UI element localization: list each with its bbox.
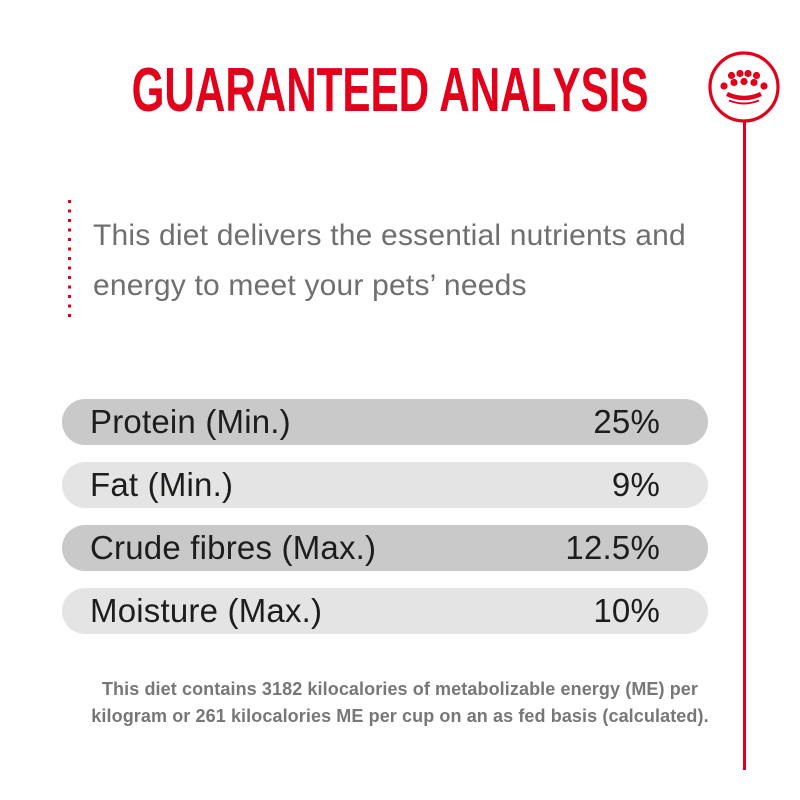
nutrient-label: Moisture (Max.) xyxy=(90,592,323,629)
nutrient-label: Fat (Min.) xyxy=(90,466,234,503)
table-row: Moisture (Max.) 10% xyxy=(62,588,708,634)
table-row: Fat (Min.) 9% xyxy=(62,462,708,508)
dotted-rule xyxy=(68,200,71,319)
analysis-table: Protein (Min.) 25% Fat (Min.) 9% Crude f… xyxy=(62,399,708,651)
logo-stem-line xyxy=(743,122,746,770)
nutrient-value: 9% xyxy=(611,466,660,503)
nutrient-value: 10% xyxy=(593,592,660,629)
intro-text: This diet delivers the essential nutrien… xyxy=(93,219,686,302)
page-title: GUARANTEED ANALYSIS xyxy=(131,56,649,125)
page-title-wrap: GUARANTEED ANALYSIS xyxy=(60,60,720,122)
calorie-footnote: This diet contains 3182 kilocalories of … xyxy=(91,679,709,726)
table-row: Crude fibres (Max.) 12.5% xyxy=(62,525,708,571)
nutrient-label: Crude fibres (Max.) xyxy=(90,529,377,566)
royal-canin-crown-icon xyxy=(708,51,780,123)
nutrient-label: Protein (Min.) xyxy=(90,403,291,440)
nutrient-value: 25% xyxy=(593,403,660,440)
table-row: Protein (Min.) 25% xyxy=(62,399,708,445)
nutrient-value: 12.5% xyxy=(565,529,660,566)
